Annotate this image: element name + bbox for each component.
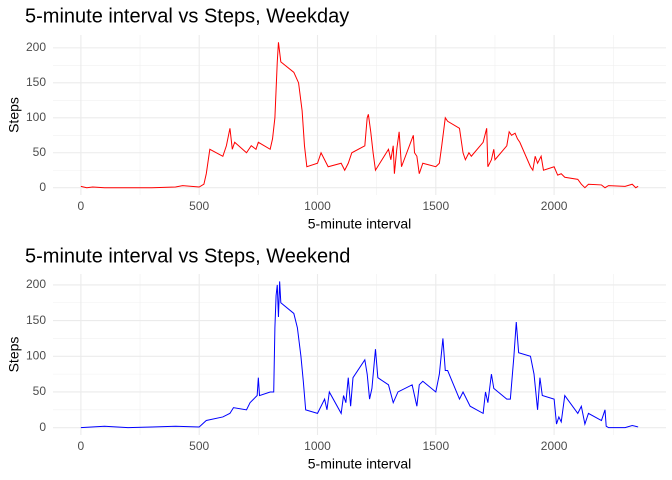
- x-tick-label: 500: [189, 199, 209, 213]
- y-tick-label: 0: [39, 180, 46, 194]
- y-tick-label: 50: [33, 145, 47, 159]
- x-tick-label: 2000: [541, 199, 568, 213]
- x-axis-title: 5-minute interval: [308, 456, 412, 472]
- x-tick-label: 2000: [541, 439, 568, 453]
- y-tick-label: 150: [26, 75, 46, 89]
- x-axis-title: 5-minute interval: [308, 216, 412, 232]
- y-tick-label: 200: [26, 277, 46, 291]
- data-line: [80, 42, 639, 189]
- y-tick-label: 100: [26, 348, 46, 362]
- x-tick-label: 1000: [304, 439, 331, 453]
- x-tick-label: 0: [78, 199, 85, 213]
- chart-title: 5-minute interval vs Steps, Weekend: [25, 245, 350, 267]
- y-tick-label: 100: [26, 110, 46, 124]
- x-tick-label: 1000: [304, 199, 331, 213]
- x-tick-label: 1500: [422, 439, 449, 453]
- y-axis-title: Steps: [6, 97, 22, 133]
- x-tick-label: 1500: [422, 199, 449, 213]
- x-tick-label: 0: [78, 439, 85, 453]
- y-tick-label: 150: [26, 313, 46, 327]
- data-line: [80, 281, 639, 429]
- chart-title: 5-minute interval vs Steps, Weekday: [25, 5, 349, 27]
- y-tick-label: 0: [39, 420, 46, 434]
- x-tick-label: 500: [189, 439, 209, 453]
- y-axis-title: Steps: [6, 337, 22, 373]
- y-tick-label: 200: [26, 40, 46, 54]
- y-tick-label: 50: [33, 384, 47, 398]
